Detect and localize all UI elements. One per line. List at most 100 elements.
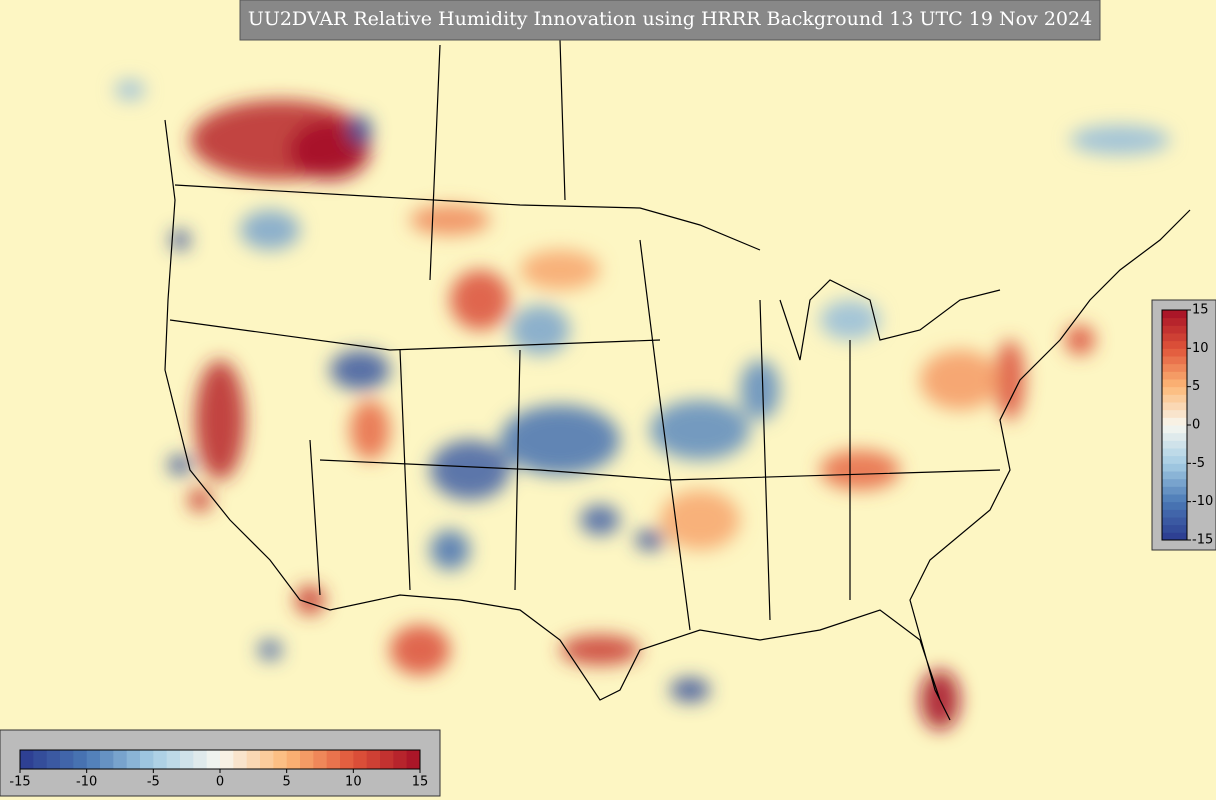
humidity-anomaly bbox=[560, 635, 640, 665]
colorbar-segment bbox=[353, 750, 368, 769]
humidity-anomaly bbox=[168, 455, 192, 475]
horizontal-colorbar: -15 -10 -5 0 5 10 15 bbox=[9, 749, 429, 790]
colorbar-tick-label: 5 bbox=[283, 775, 291, 790]
colorbar-segment bbox=[86, 750, 101, 769]
colorbar-segment bbox=[1162, 509, 1187, 518]
colorbar-segment bbox=[1162, 517, 1187, 526]
colorbar-segment bbox=[46, 750, 61, 769]
colorbar-segment bbox=[1162, 310, 1187, 319]
colorbar-segment bbox=[1162, 486, 1187, 495]
colorbar-segment bbox=[1162, 386, 1187, 395]
humidity-anomaly bbox=[580, 505, 620, 535]
colorbar-segment bbox=[1162, 440, 1187, 449]
colorbar-segment bbox=[1162, 432, 1187, 441]
colorbar-tick-label: -5 bbox=[1192, 456, 1205, 471]
humidity-anomaly bbox=[195, 360, 245, 480]
vertical-colorbar: -15 -10 -5 0 5 10 15 bbox=[1161, 303, 1213, 548]
colorbar-segment bbox=[1162, 417, 1187, 426]
colorbar-tick-label: 15 bbox=[1192, 303, 1209, 318]
colorbar-segment bbox=[20, 750, 34, 769]
colorbar-segment bbox=[1162, 494, 1187, 503]
colorbar-segment bbox=[260, 750, 274, 769]
colorbar-segment bbox=[1162, 402, 1187, 411]
colorbar-segment bbox=[1162, 340, 1187, 349]
humidity-anomaly bbox=[650, 400, 750, 460]
colorbar-segment bbox=[1162, 455, 1187, 464]
humidity-anomaly bbox=[510, 305, 570, 355]
humidity-anomaly bbox=[410, 205, 490, 235]
humidity-anomaly bbox=[740, 360, 780, 420]
colorbar-segment bbox=[313, 750, 328, 769]
colorbar-tick-label: 10 bbox=[1192, 341, 1209, 356]
humidity-anomaly bbox=[330, 350, 390, 390]
humidity-anomaly bbox=[820, 300, 880, 340]
colorbar-tick-label: 15 bbox=[412, 775, 429, 790]
humidity-anomaly bbox=[240, 210, 300, 250]
colorbar-segment bbox=[206, 750, 221, 769]
humidity-anomaly bbox=[920, 350, 1000, 410]
humidity-anomaly bbox=[350, 400, 390, 460]
colorbar-segment bbox=[286, 750, 301, 769]
humidity-anomaly bbox=[188, 488, 212, 512]
colorbar-segment bbox=[153, 750, 168, 769]
colorbar-segment bbox=[406, 750, 421, 769]
colorbar-segment bbox=[273, 750, 288, 769]
colorbar-segment bbox=[1162, 532, 1187, 541]
title: UU2DVAR Relative Humidity Innovation usi… bbox=[248, 8, 1092, 30]
colorbar-segment bbox=[1162, 348, 1187, 357]
colorbar-segment bbox=[193, 750, 208, 769]
colorbar-segment bbox=[73, 750, 88, 769]
colorbar-segment bbox=[1162, 471, 1187, 480]
humidity-anomaly bbox=[1065, 325, 1095, 355]
colorbar-segment bbox=[1162, 409, 1187, 418]
colorbar-segment bbox=[340, 750, 354, 769]
title-bar bbox=[239, 0, 1101, 41]
colorbar-tick-label: 5 bbox=[1192, 379, 1200, 394]
humidity-anomaly bbox=[450, 270, 510, 330]
colorbar-segment bbox=[60, 750, 74, 769]
colorbar-segment bbox=[393, 750, 408, 769]
colorbar-segment bbox=[140, 750, 154, 769]
colorbar-segment bbox=[1162, 356, 1187, 365]
humidity-anomaly bbox=[170, 230, 190, 250]
colorbar-tick-label: -15 bbox=[1192, 533, 1213, 548]
colorbar-tick-label: -10 bbox=[76, 775, 97, 790]
colorbar-segment bbox=[220, 750, 234, 769]
colorbar-segment bbox=[33, 750, 48, 769]
humidity-anomaly bbox=[670, 678, 710, 702]
colorbar-tick-label: 0 bbox=[1192, 418, 1200, 433]
colorbar-segment bbox=[100, 750, 114, 769]
colorbar-segment bbox=[1162, 524, 1187, 533]
colorbar-segment bbox=[1162, 478, 1187, 487]
humidity-anomaly bbox=[258, 640, 282, 660]
colorbar-segment bbox=[1162, 463, 1187, 472]
colorbar-segment bbox=[326, 750, 341, 769]
humidity-anomaly bbox=[820, 450, 900, 490]
humidity-anomaly bbox=[115, 80, 145, 100]
humidity-anomaly bbox=[500, 405, 620, 475]
colorbar-tick-label: -5 bbox=[147, 775, 160, 790]
colorbar-tick-label: -10 bbox=[1192, 494, 1213, 509]
colorbar-segment bbox=[1162, 448, 1187, 457]
humidity-anomaly bbox=[660, 490, 740, 550]
colorbar-segment bbox=[233, 750, 248, 769]
humidity-anomaly bbox=[295, 585, 325, 615]
colorbar-segment bbox=[180, 750, 194, 769]
humidity-anomaly bbox=[520, 250, 600, 290]
colorbar-segment bbox=[1162, 425, 1187, 434]
colorbar-tick-label: -15 bbox=[9, 775, 30, 790]
colorbar-segment bbox=[1162, 394, 1187, 403]
colorbar-segment bbox=[300, 750, 314, 769]
colorbar-segment bbox=[126, 750, 141, 769]
humidity-anomaly bbox=[995, 340, 1025, 420]
humidity-anomaly bbox=[348, 115, 372, 145]
colorbar-tick-label: 0 bbox=[216, 775, 224, 790]
colorbar-segment bbox=[166, 750, 181, 769]
colorbar-segment bbox=[1162, 363, 1187, 372]
humidity-anomaly bbox=[390, 625, 450, 675]
colorbar-segment bbox=[1162, 325, 1187, 334]
colorbar-segment bbox=[1162, 501, 1187, 510]
boundaries bbox=[164, 39, 1191, 721]
